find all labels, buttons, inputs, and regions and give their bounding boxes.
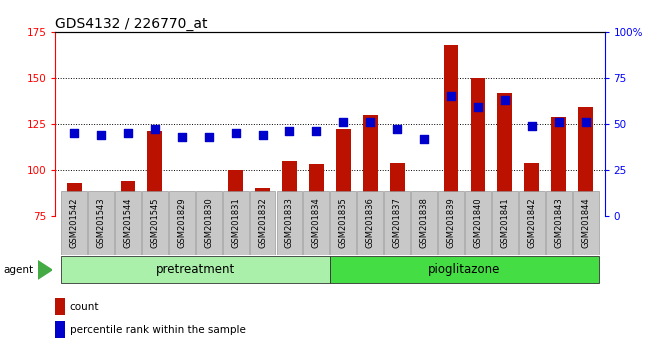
- Text: count: count: [70, 302, 99, 312]
- Text: GSM201545: GSM201545: [150, 198, 159, 248]
- Bar: [202, 201, 216, 216]
- Text: GSM201832: GSM201832: [258, 198, 267, 249]
- Bar: [228, 170, 243, 216]
- Bar: [336, 130, 351, 216]
- Bar: [358, 191, 384, 255]
- Bar: [471, 78, 486, 216]
- Text: percentile rank within the sample: percentile rank within the sample: [70, 325, 246, 335]
- Text: GSM201543: GSM201543: [96, 198, 105, 249]
- Point: [580, 119, 591, 125]
- Bar: [438, 191, 464, 255]
- Point: [284, 129, 294, 134]
- Bar: [60, 256, 330, 284]
- Point: [554, 119, 564, 125]
- Bar: [444, 45, 458, 216]
- Text: GSM201841: GSM201841: [500, 198, 510, 249]
- Point: [177, 134, 187, 139]
- Text: GSM201831: GSM201831: [231, 198, 240, 249]
- Bar: [115, 191, 141, 255]
- Text: agent: agent: [3, 265, 33, 275]
- Text: GSM201836: GSM201836: [366, 198, 375, 249]
- Bar: [120, 181, 135, 216]
- Point: [500, 97, 510, 103]
- Text: GSM201829: GSM201829: [177, 198, 187, 249]
- Text: GSM201842: GSM201842: [527, 198, 536, 249]
- Point: [203, 134, 214, 139]
- Bar: [174, 192, 189, 216]
- Point: [419, 136, 429, 142]
- Point: [69, 130, 79, 136]
- Bar: [276, 191, 302, 255]
- Point: [123, 130, 133, 136]
- Bar: [94, 209, 109, 216]
- Point: [392, 127, 402, 132]
- Bar: [67, 183, 81, 216]
- Bar: [578, 107, 593, 216]
- Text: GSM201542: GSM201542: [70, 198, 79, 248]
- Point: [365, 119, 376, 125]
- Text: GSM201830: GSM201830: [204, 198, 213, 249]
- Text: GSM201843: GSM201843: [554, 198, 564, 249]
- Point: [473, 104, 483, 110]
- Bar: [525, 162, 540, 216]
- Bar: [411, 191, 437, 255]
- Bar: [330, 191, 356, 255]
- Point: [526, 123, 537, 129]
- Text: GSM201839: GSM201839: [447, 198, 456, 249]
- Bar: [282, 161, 297, 216]
- Point: [150, 127, 160, 132]
- Bar: [390, 162, 404, 216]
- Bar: [417, 207, 432, 216]
- Bar: [573, 191, 599, 255]
- Text: GDS4132 / 226770_at: GDS4132 / 226770_at: [55, 17, 208, 31]
- Bar: [363, 115, 378, 216]
- Text: pretreatment: pretreatment: [155, 263, 235, 276]
- Bar: [497, 93, 512, 216]
- Text: GSM201544: GSM201544: [124, 198, 133, 248]
- Bar: [142, 191, 168, 255]
- Point: [231, 130, 241, 136]
- Polygon shape: [38, 261, 52, 279]
- Point: [338, 119, 348, 125]
- Bar: [55, 321, 65, 338]
- Bar: [309, 164, 324, 216]
- Bar: [465, 191, 491, 255]
- Bar: [519, 191, 545, 255]
- Point: [446, 93, 456, 99]
- Bar: [250, 191, 276, 255]
- Bar: [304, 191, 330, 255]
- Bar: [169, 191, 195, 255]
- Text: GSM201833: GSM201833: [285, 198, 294, 249]
- Bar: [255, 188, 270, 216]
- Bar: [88, 191, 114, 255]
- Bar: [196, 191, 222, 255]
- Bar: [148, 131, 162, 216]
- Bar: [492, 191, 518, 255]
- Text: GSM201834: GSM201834: [312, 198, 321, 249]
- Bar: [546, 191, 571, 255]
- Text: GSM201837: GSM201837: [393, 198, 402, 249]
- Bar: [55, 298, 65, 314]
- Text: GSM201838: GSM201838: [420, 198, 428, 249]
- Bar: [384, 191, 410, 255]
- Text: GSM201840: GSM201840: [473, 198, 482, 249]
- Text: GSM201844: GSM201844: [581, 198, 590, 249]
- Text: pioglitazone: pioglitazone: [428, 263, 500, 276]
- Point: [96, 132, 106, 138]
- Bar: [330, 256, 599, 284]
- Point: [311, 129, 322, 134]
- Text: GSM201835: GSM201835: [339, 198, 348, 249]
- Bar: [61, 191, 87, 255]
- Point: [257, 132, 268, 138]
- Bar: [551, 116, 566, 216]
- Bar: [223, 191, 248, 255]
